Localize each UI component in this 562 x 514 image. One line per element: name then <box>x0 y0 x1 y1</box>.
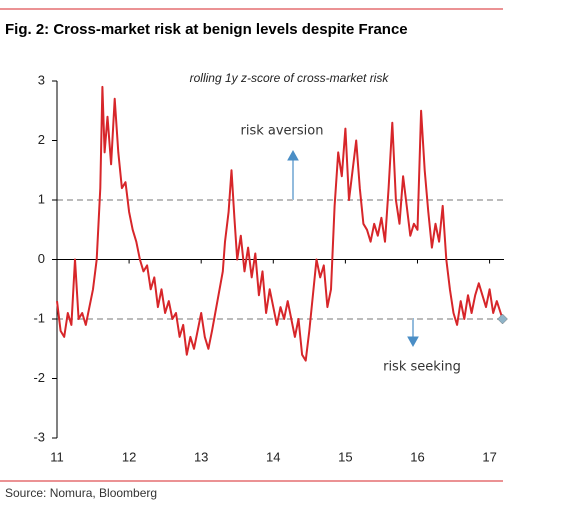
x-tick-label: 16 <box>410 449 424 464</box>
chart-title: Fig. 2: Cross-market risk at benign leve… <box>5 21 408 38</box>
source: Source: Nomura, Bloomberg <box>5 486 157 500</box>
y-tick-label: -3 <box>33 429 45 444</box>
x-tick-label: 15 <box>338 449 352 464</box>
annotation: risk seeking <box>383 360 461 375</box>
subtitle: rolling 1y z-score of cross-market risk <box>190 71 390 85</box>
y-tick-label: 0 <box>38 251 45 266</box>
x-tick-label: 17 <box>482 449 496 464</box>
y-tick-label: 2 <box>38 132 45 147</box>
x-tick-label: 12 <box>122 449 136 464</box>
x-tick-label: 11 <box>50 449 64 464</box>
arrows <box>287 149 419 348</box>
x-tick-label: 13 <box>194 449 208 464</box>
x-tick-label: 14 <box>266 449 280 464</box>
end-marker <box>497 313 508 325</box>
data-line <box>56 85 504 362</box>
y-tick-label: -2 <box>33 370 45 385</box>
y-tick-label: 3 <box>38 72 45 87</box>
y-tick-label: -1 <box>33 310 45 325</box>
y-tick-label: 1 <box>38 191 45 206</box>
annotation: risk aversion <box>241 124 324 139</box>
